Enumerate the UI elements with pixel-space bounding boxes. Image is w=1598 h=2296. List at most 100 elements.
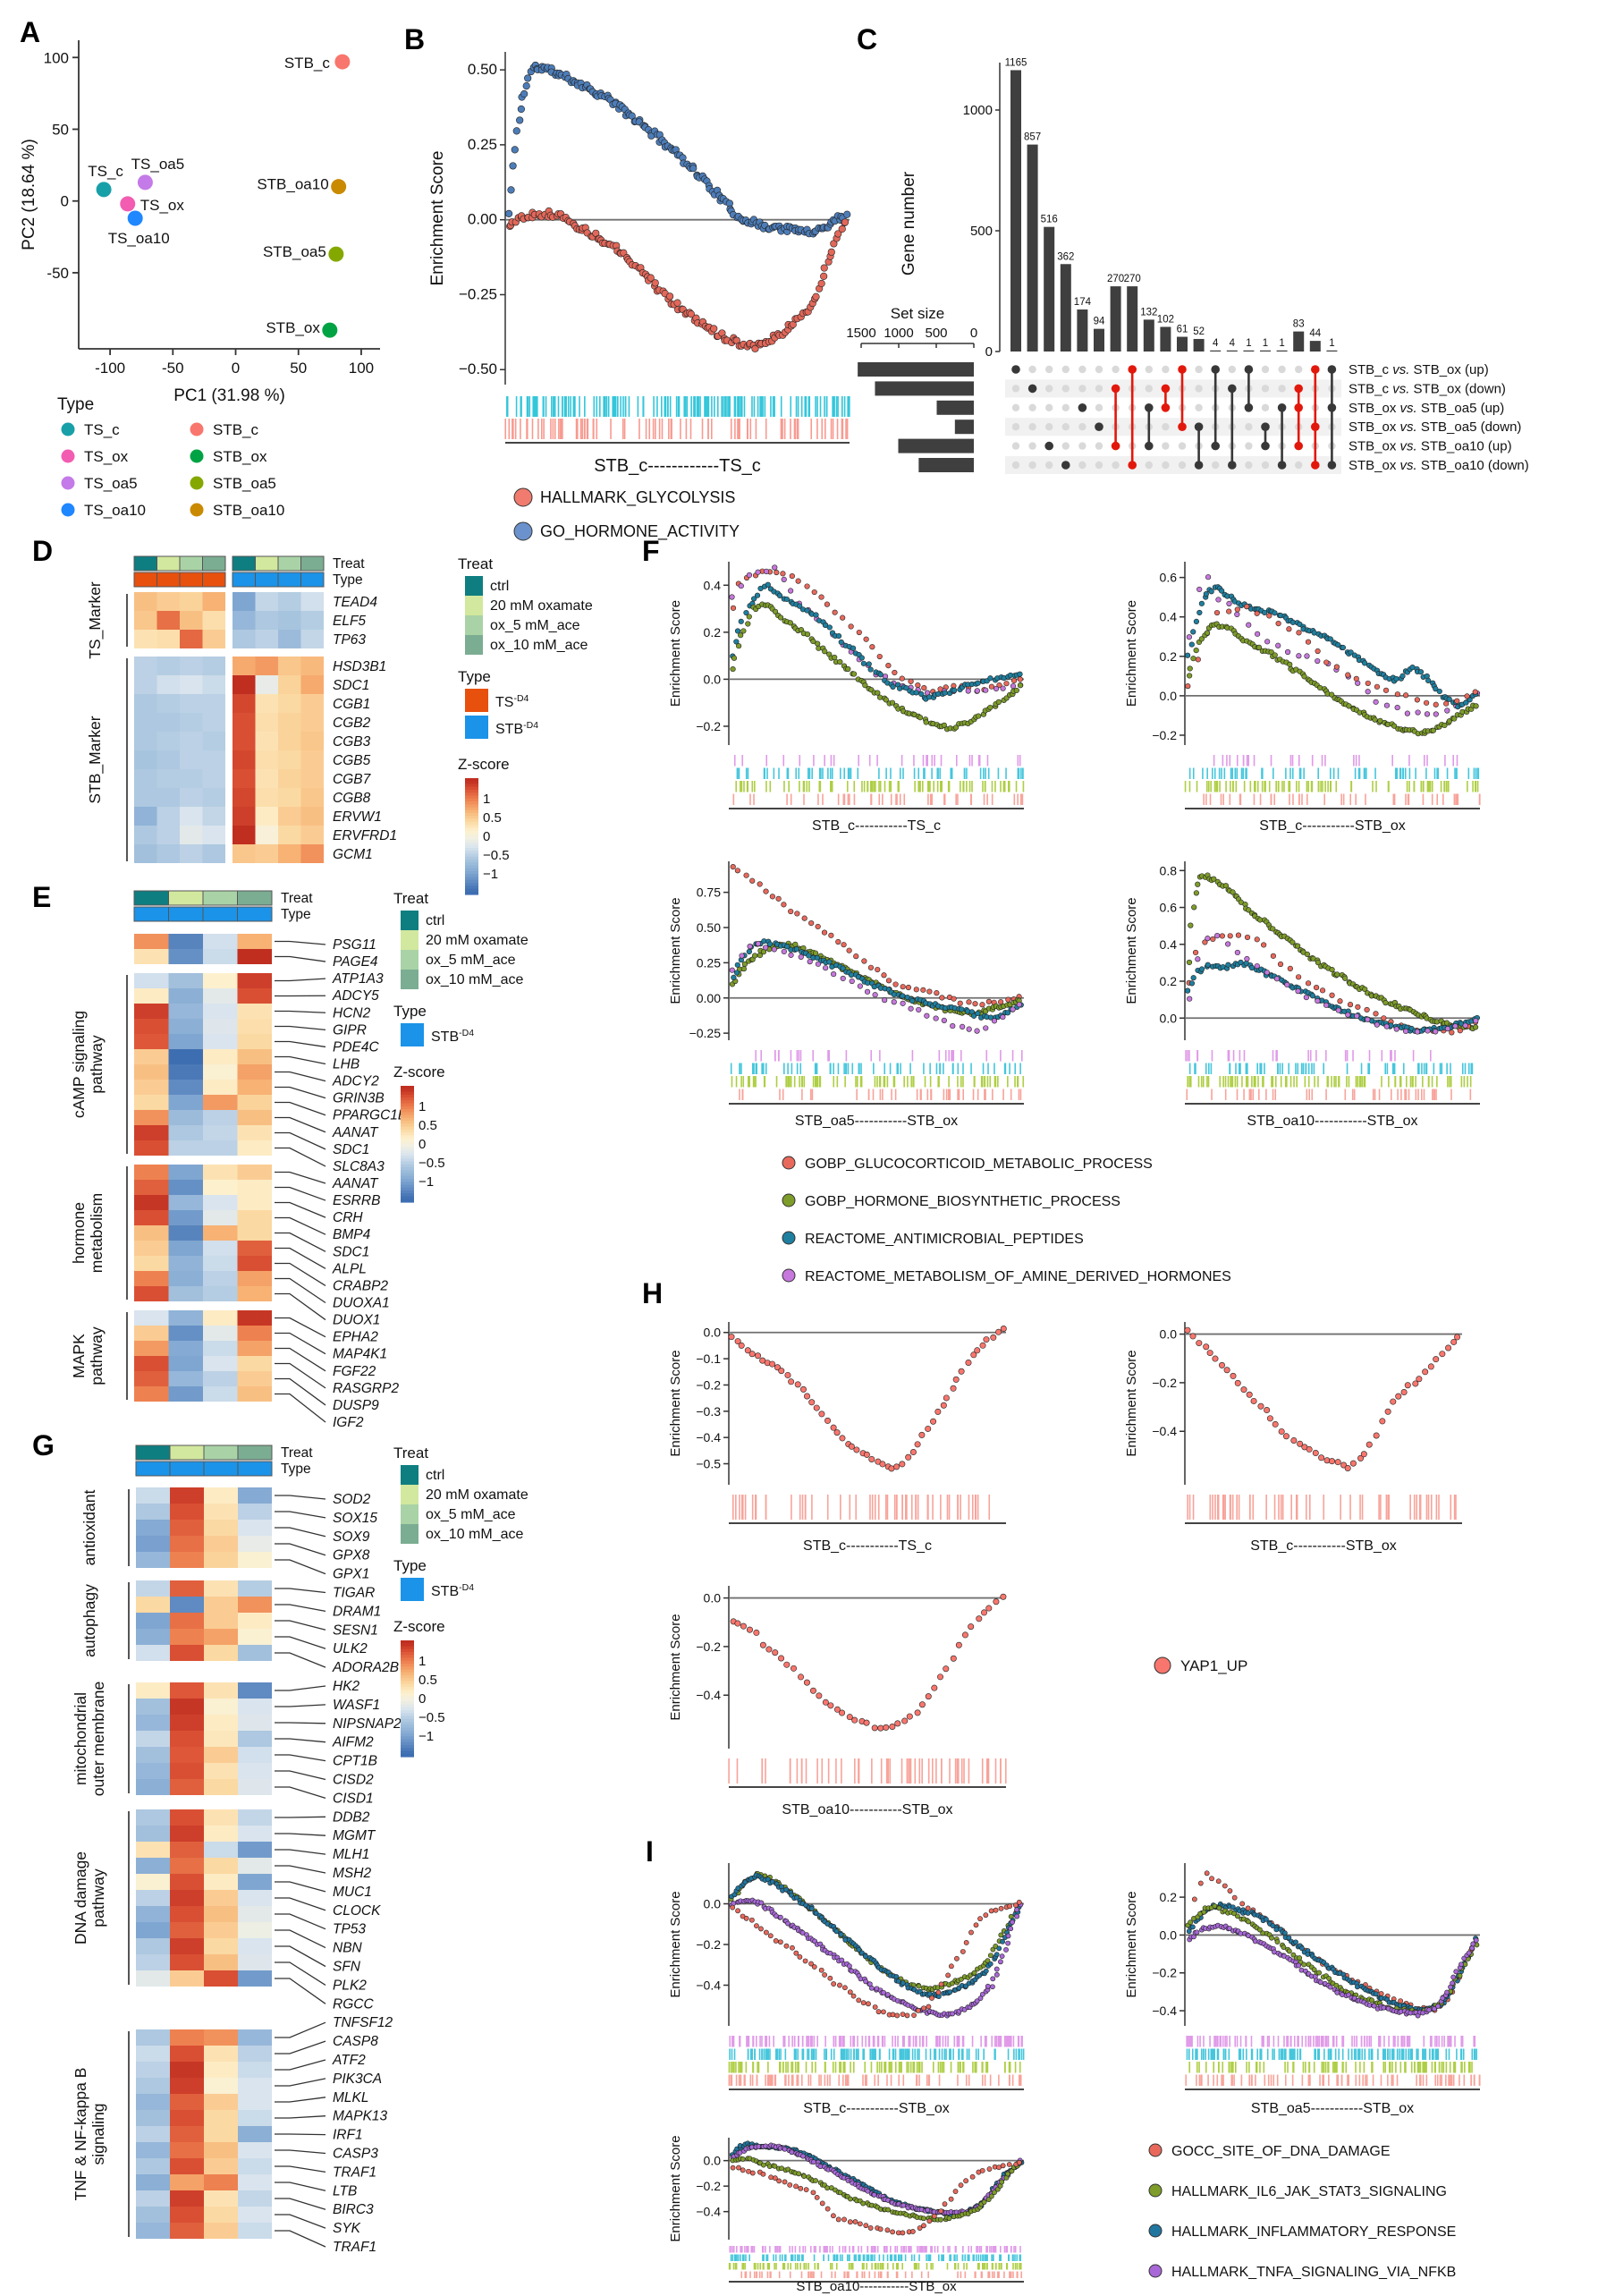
svg-text:AANAT: AANAT [332,1125,379,1140]
svg-text:−0.2: −0.2 [1152,728,1177,742]
svg-text:−1: −1 [419,1729,434,1744]
svg-text:−0.4: −0.4 [1152,1424,1177,1438]
svg-text:cAMP signaling: cAMP signaling [70,1011,88,1118]
svg-text:TS_oa5: TS_oa5 [84,475,138,492]
svg-text:STB_oa10-----------STB_ox: STB_oa10-----------STB_ox [1247,1114,1417,1129]
panel-e-heatmap-legend: Treat ctrl 20 mM oxamate ox_5 mM_ace ox_10 m… [393,890,528,1203]
svg-text:CGB1: CGB1 [333,697,370,712]
svg-text:0: 0 [419,1691,426,1707]
svg-text:Enrichment Score: Enrichment Score [668,897,683,1004]
gsea-series [1186,1901,1478,2014]
svg-text:Enrichment Score: Enrichment Score [428,150,447,285]
svg-text:50: 50 [290,360,307,377]
svg-text:TP63: TP63 [333,632,366,648]
gsea-series [730,863,1022,1008]
gsea-band [506,396,850,417]
gsea-series [504,61,851,238]
svg-text:ctrl: ctrl [426,913,444,928]
svg-text:RGCC: RGCC [333,1996,374,2012]
svg-text:0.50: 0.50 [697,920,721,935]
svg-text:0.6: 0.6 [1160,571,1178,585]
gsea-band [1186,2036,1476,2047]
svg-text:1165: 1165 [1005,57,1027,68]
gsea-series [729,1897,1024,2019]
svg-text:TRAF1: TRAF1 [333,2165,376,2180]
svg-text:0.0: 0.0 [1160,689,1178,703]
svg-text:Enrichment Score: Enrichment Score [1124,600,1139,707]
svg-text:HSD3B1: HSD3B1 [333,659,386,674]
gsea-series [729,1872,1022,2000]
svg-text:Type: Type [333,572,363,588]
svg-text:0: 0 [483,829,490,844]
svg-text:0.0: 0.0 [1160,1327,1178,1342]
svg-text:ALPL: ALPL [332,1261,367,1276]
gsea-series [731,938,1024,1021]
gsea-series [730,1593,1007,1732]
gsea-series [730,581,1023,702]
panel-i-legend: GOCC_SITE_OF_DNA_DAMAGEHALLMARK_IL6_JAK_… [1148,2143,1456,2280]
gsea-series [1186,1870,1479,2013]
panel-i-gsea-0: 0.0 −0.2 −0.4 Enrichment Score STB_c--------… [668,1863,1025,2116]
svg-text:44: 44 [1309,328,1321,339]
svg-text:0.5: 0.5 [419,1118,437,1133]
panel-f-gsea-0: 0.4 0.2 0.0 −0.2 Enrichment Score STB_c------… [668,562,1025,834]
svg-text:HALLMARK_GLYCOLYSIS: HALLMARK_GLYCOLYSIS [540,488,735,507]
panel-letter-b: B [404,23,426,55]
svg-text:TS_oa5: TS_oa5 [131,156,185,173]
svg-text:CISD1: CISD1 [333,1791,374,1806]
gsea-band [731,1076,1025,1088]
gsea-band [755,1050,1023,1062]
svg-text:SLC8A3: SLC8A3 [333,1159,385,1174]
svg-text:PIK3CA: PIK3CA [333,2071,382,2087]
svg-text:Type: Type [281,1461,311,1477]
svg-text:antioxidant: antioxidant [80,1490,98,1566]
svg-text:MAP4K1: MAP4K1 [333,1347,387,1362]
gsea-series [729,941,1022,1034]
svg-text:BIRC3: BIRC3 [333,2202,374,2217]
svg-text:−0.4: −0.4 [696,1688,721,1702]
svg-text:STB_c-----------STB_ox: STB_c-----------STB_ox [1250,1538,1397,1554]
svg-text:TNFSF12: TNFSF12 [333,2015,393,2030]
gsea-series [730,2156,1023,2223]
panel-h-legend: YAP1_UP [1154,1656,1247,1674]
svg-text:Type: Type [393,1557,427,1574]
gsea-band [1186,1089,1472,1100]
svg-text:PC1 (31.98 %): PC1 (31.98 %) [173,386,285,405]
gsea-band [732,793,1024,805]
panel-letter-c: C [857,23,878,55]
svg-text:DDB2: DDB2 [333,1809,370,1825]
svg-text:0.0: 0.0 [704,1897,722,1911]
svg-text:Set size: Set size [891,305,944,322]
svg-text:174: 174 [1074,297,1092,308]
svg-text:TS_c: TS_c [84,421,120,438]
svg-text:-100: -100 [95,360,125,377]
panel-b-legend: HALLMARK_GLYCOLYSIS GO_HORMONE_ACTIVITY [513,487,740,541]
svg-text:MAPK13: MAPK13 [333,2109,388,2124]
panel-letter-h: H [642,1277,664,1309]
svg-text:−0.4: −0.4 [696,1430,721,1445]
pca-point-TS_oa5 [137,174,153,191]
svg-text:DUSP9: DUSP9 [333,1398,379,1413]
svg-text:Treat: Treat [393,1445,428,1461]
panel-letter-e: E [32,881,52,913]
svg-text:0.25: 0.25 [697,955,721,970]
svg-text:−0.4: −0.4 [696,1978,721,1993]
svg-text:516: 516 [1041,215,1058,225]
svg-text:1: 1 [1246,338,1251,349]
svg-text:SDC1: SDC1 [333,1142,369,1157]
svg-text:102: 102 [1157,314,1174,325]
svg-text:GCM1: GCM1 [333,847,373,862]
svg-text:ox_5 mM_ace: ox_5 mM_ace [490,618,580,633]
panel-letter-a: A [20,16,41,48]
svg-text:TS_ox: TS_ox [140,197,185,214]
svg-text:STB-D4: STB-D4 [431,1582,474,1599]
svg-text:ox_10 mM_ace: ox_10 mM_ace [426,1527,523,1542]
svg-text:0.00: 0.00 [697,991,721,1005]
svg-text:TEAD4: TEAD4 [333,595,377,610]
svg-text:hormone: hormone [70,1202,88,1264]
svg-text:0.0: 0.0 [704,1326,722,1340]
